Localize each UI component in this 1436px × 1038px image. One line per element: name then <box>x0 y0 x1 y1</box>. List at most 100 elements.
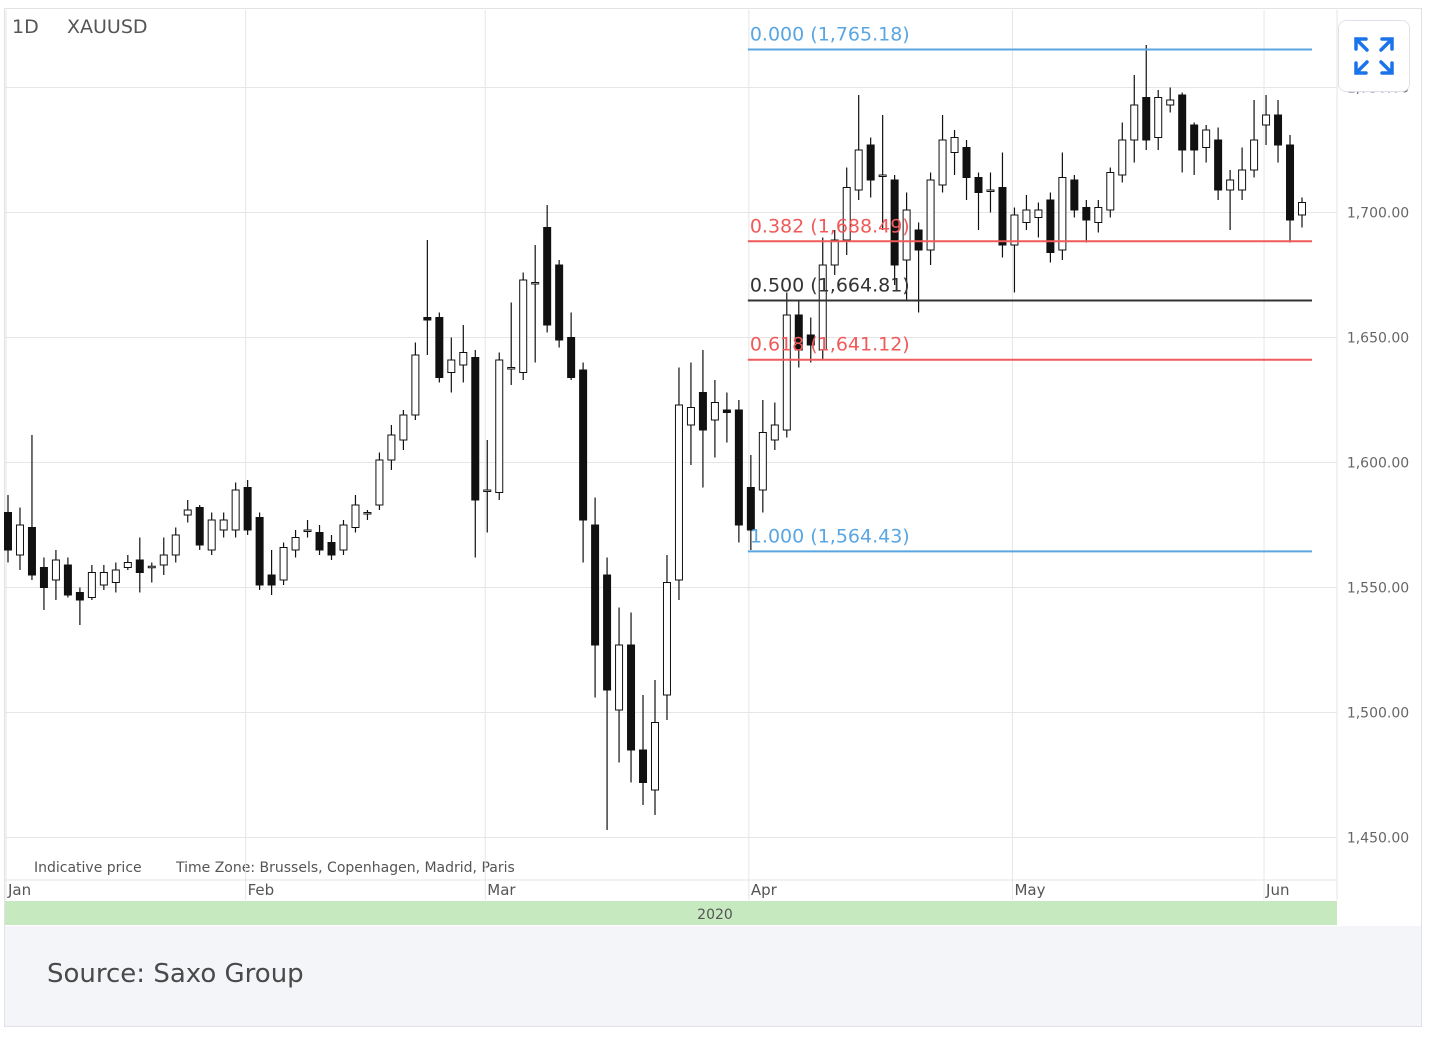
candle-body <box>231 489 240 531</box>
candle-body <box>806 334 815 346</box>
candle-body <box>183 509 192 516</box>
candle-body <box>303 529 312 532</box>
note: Indicative price <box>34 860 142 876</box>
candle-body <box>135 559 144 573</box>
candle-body <box>710 402 719 421</box>
candle-body <box>87 572 96 598</box>
candle-body <box>914 229 923 251</box>
candle-body <box>483 489 492 492</box>
symbol: XAUUSD <box>67 16 148 38</box>
candle-body <box>866 144 875 181</box>
candle-body <box>243 487 252 531</box>
candle-body <box>15 524 24 556</box>
candle-body <box>1262 114 1271 126</box>
candle-body <box>531 282 540 285</box>
candle-body <box>1046 199 1055 253</box>
candle-body <box>1070 179 1079 211</box>
fib-label: 0.382 (1,688.49) <box>750 215 910 237</box>
expand-button[interactable] <box>1338 20 1410 92</box>
x-tick-label: Jun <box>1265 881 1289 899</box>
candle-body <box>878 174 887 177</box>
candle-body <box>99 572 108 586</box>
fib-label: 0.000 (1,765.18) <box>750 24 910 46</box>
candle-body <box>1034 209 1043 218</box>
candle-body <box>639 749 648 783</box>
candle-body <box>1130 104 1139 141</box>
candle-body <box>111 569 120 583</box>
candle-body <box>651 722 659 791</box>
candle-body <box>986 189 995 192</box>
candle-body <box>123 562 132 568</box>
candle-body <box>1166 99 1175 106</box>
candle-body <box>207 519 216 551</box>
y-tick-label: 1,600.00 <box>1347 456 1409 472</box>
year-label: 2020 <box>697 907 733 923</box>
candle-body <box>471 357 480 501</box>
candle-body <box>171 534 180 556</box>
x-tick-label: Jan <box>7 881 31 899</box>
x-tick-label: Apr <box>751 881 778 899</box>
candle-body <box>890 179 899 266</box>
candle-body <box>698 392 707 431</box>
candle-body <box>1238 169 1247 191</box>
candle-body <box>399 414 408 441</box>
candle-body <box>375 459 384 506</box>
candle-body <box>746 487 755 531</box>
x-tick-label: May <box>1014 881 1045 899</box>
candle-body <box>519 279 528 373</box>
candle-body <box>782 314 791 431</box>
y-tick-label: 1,650.00 <box>1347 331 1409 347</box>
candle-body <box>854 149 863 191</box>
y-tick-label: 1,550.00 <box>1347 581 1409 597</box>
candle-body <box>627 644 636 751</box>
candle-body <box>4 512 12 551</box>
candle-body <box>770 424 779 441</box>
candle-body <box>603 574 612 691</box>
candle-body <box>1142 97 1151 141</box>
candle-body <box>579 369 588 521</box>
candle-body <box>1202 129 1211 148</box>
candle-body <box>327 542 336 556</box>
fib-label: 0.500 (1,664.81) <box>750 274 910 296</box>
candle-body <box>363 512 372 515</box>
candle-body <box>315 532 324 551</box>
candle-body <box>1298 202 1306 216</box>
x-tick-label: Feb <box>248 881 275 899</box>
fib-label: 0.618 (1,641.12) <box>750 334 910 356</box>
candle-body <box>1226 179 1235 191</box>
candle-body <box>674 404 683 581</box>
interval: 1D <box>12 16 39 38</box>
candle-body <box>758 432 767 491</box>
candle-body <box>1190 124 1199 151</box>
candle-body <box>351 504 360 528</box>
candle-body <box>1274 114 1283 146</box>
candle-body <box>686 407 695 426</box>
candle-body <box>662 582 671 696</box>
candle-body <box>507 367 516 370</box>
candle-body <box>842 187 851 241</box>
candle-body <box>279 547 288 581</box>
candle-body <box>1082 207 1091 221</box>
y-tick-label: 1,700.00 <box>1347 206 1409 222</box>
candle-body <box>75 592 84 601</box>
candle-body <box>147 565 156 569</box>
fib-label: 1.000 (1,564.43) <box>750 525 910 547</box>
candle-body <box>734 409 743 526</box>
candle-body <box>459 352 468 366</box>
candle-body <box>1286 144 1295 221</box>
candle-body <box>902 209 911 261</box>
candle-body <box>1214 139 1223 191</box>
candle-body <box>423 317 432 321</box>
candle-body <box>255 517 264 586</box>
candle-body <box>159 554 168 566</box>
candle-body <box>974 177 983 193</box>
candle-body <box>818 264 827 351</box>
candle-body <box>267 574 276 586</box>
chart: 2020 1D XAUUSD Indicative price Time Zon… <box>4 10 1409 925</box>
candle-body <box>51 559 60 581</box>
candle-body <box>1118 139 1127 176</box>
y-tick-label: 1,450.00 <box>1347 831 1409 847</box>
source: Source: Saxo Group <box>47 959 304 989</box>
candle-body <box>291 537 300 551</box>
candle-body <box>63 564 72 596</box>
